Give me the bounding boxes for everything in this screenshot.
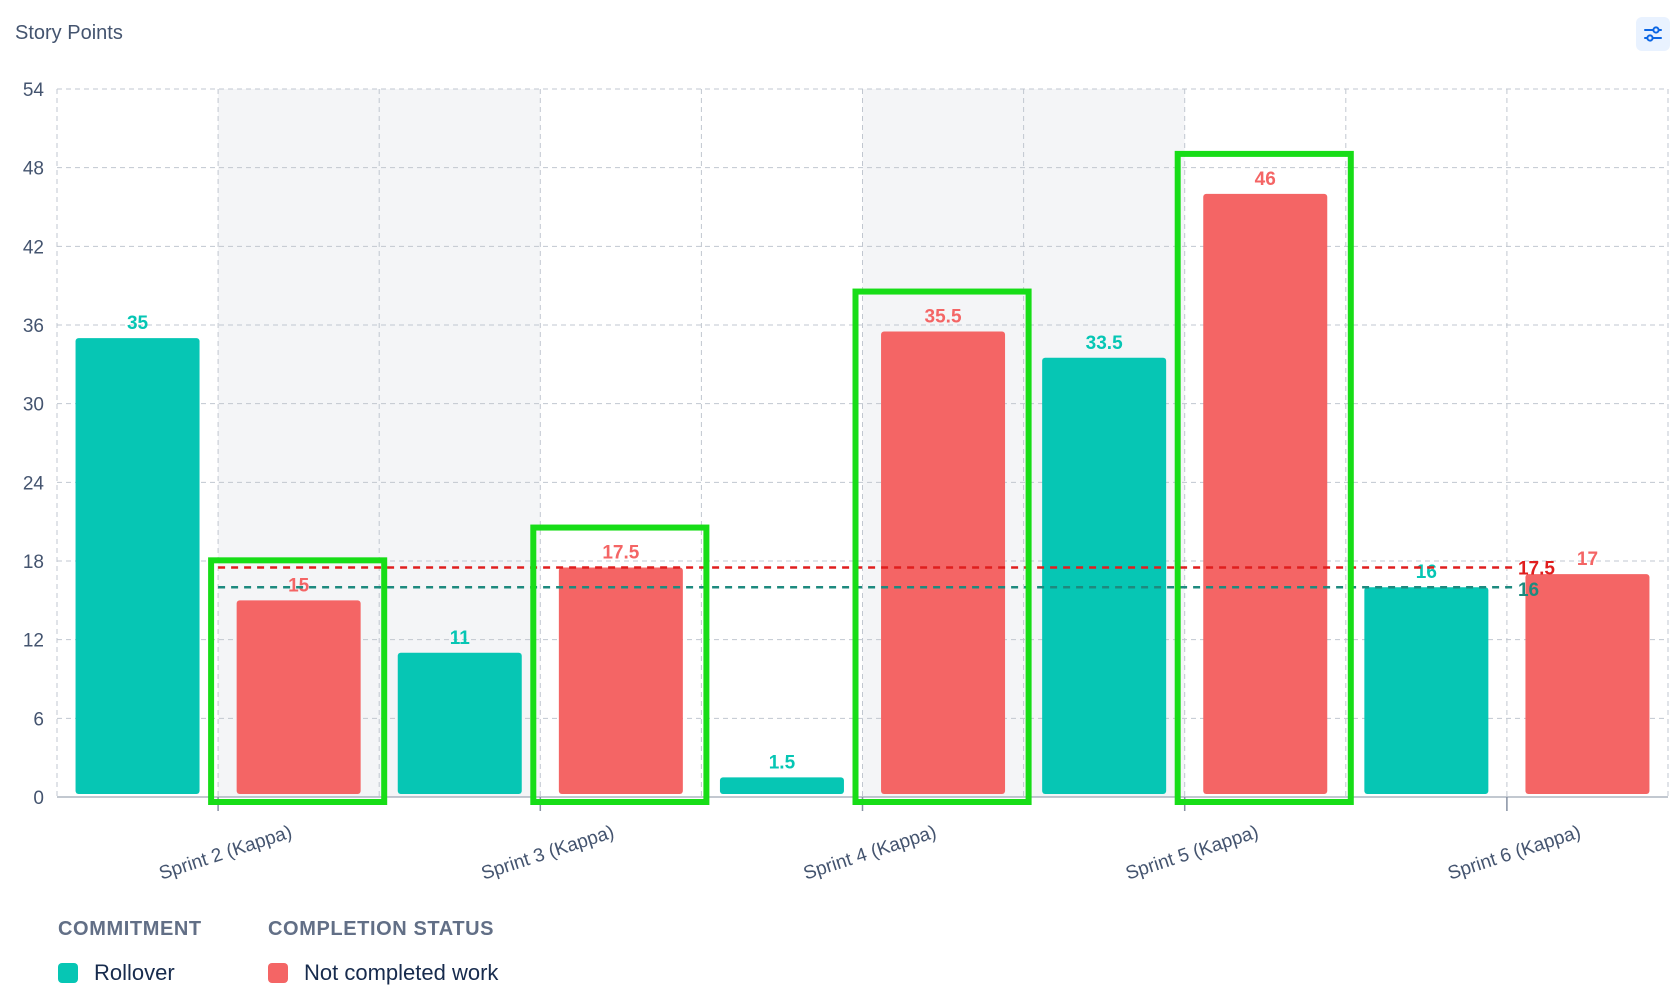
legend-item-rollover[interactable]: Rollover (58, 960, 175, 986)
y-tick-label: 12 (23, 631, 44, 652)
bar-not-completed (558, 567, 683, 794)
x-tick-label: Sprint 2 (Kappa) (157, 822, 295, 885)
bar-rollover (75, 338, 200, 794)
data-label-not-completed: 17 (1577, 549, 1598, 570)
x-tick-label: Sprint 3 (Kappa) (479, 822, 617, 885)
bar-rollover (1042, 357, 1167, 794)
x-tick-label: Sprint 6 (Kappa) (1445, 822, 1583, 885)
data-label-not-completed: 35.5 (925, 307, 962, 328)
data-label-rollover: 11 (450, 628, 471, 649)
data-label-rollover: 1.5 (769, 752, 796, 773)
legend-group-completion-status: COMPLETION STATUS Not completed work (268, 918, 498, 985)
y-tick-label: 18 (23, 552, 44, 573)
data-label-not-completed: 46 (1255, 169, 1276, 190)
highlight-box (530, 524, 710, 805)
highlight-box (1174, 150, 1354, 805)
data-label-rollover: 16 (1416, 562, 1437, 583)
x-tick-label: Sprint 5 (Kappa) (1123, 822, 1261, 885)
y-tick-label: 36 (23, 316, 44, 337)
legend-item-not-completed[interactable]: Not completed work (268, 960, 498, 986)
highlight-box (208, 557, 388, 805)
bar-not-completed (1203, 193, 1328, 794)
bar-not-completed (1525, 574, 1650, 794)
y-tick-label: 0 (33, 788, 44, 809)
y-tick-label: 48 (23, 159, 44, 180)
legend-heading-completion-status: COMPLETION STATUS (268, 918, 495, 940)
bar-chart: 0 6 12 18 24 30 36 42 48 54 35 15 Sprint 2 (Kappa) 11… (23, 80, 1669, 885)
legend-swatch-rollover (58, 963, 78, 983)
settings-button[interactable] (1636, 17, 1670, 51)
bar-rollover (397, 652, 522, 794)
highlight-box (852, 288, 1032, 805)
bar-not-completed (881, 331, 1006, 794)
legend-swatch-not-completed (268, 963, 288, 983)
bar-not-completed (236, 600, 361, 794)
average-line-label: 16 (1518, 580, 1539, 601)
x-tick-label: Sprint 4 (Kappa) (801, 822, 939, 885)
data-label-rollover: 35 (127, 313, 149, 334)
y-tick-label: 30 (23, 395, 44, 416)
y-tick-label: 42 (23, 237, 44, 258)
y-tick-label: 6 (33, 709, 44, 730)
average-line-label: 17.5 (1518, 559, 1555, 580)
sliders-icon (1644, 26, 1662, 42)
y-tick-label: 24 (23, 473, 45, 494)
legend-label-not-completed: Not completed work (304, 960, 499, 985)
data-label-not-completed: 15 (288, 575, 310, 596)
bar-rollover (719, 777, 844, 794)
legend-group-commitment: COMMITMENT Rollover (58, 918, 202, 985)
legend-heading-commitment: COMMITMENT (58, 918, 202, 940)
y-tick-label: 54 (23, 80, 45, 101)
data-label-not-completed: 17.5 (602, 543, 639, 564)
bar-rollover (1364, 587, 1489, 794)
legend-label-rollover: Rollover (94, 960, 175, 985)
data-label-rollover: 33.5 (1086, 333, 1123, 354)
chart-title: Story Points (15, 22, 123, 44)
